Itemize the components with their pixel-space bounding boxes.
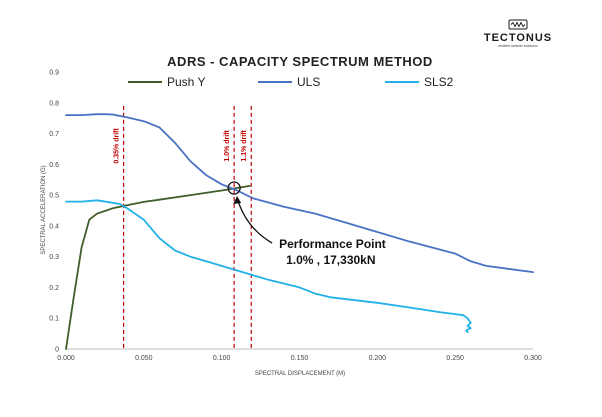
y-tick-label: 0.1 [49,316,59,323]
x-tick-label: 0.000 [57,355,75,362]
y-tick-label: 0.3 [49,254,59,261]
performance-point: Performance Point 1.0% , 17,330kN [227,181,386,267]
drift-label: 0.35% drift [114,128,121,164]
series-line-sls2 [65,199,472,334]
y-tick-label: 0.9 [49,70,59,77]
chart-title: ADRS - CAPACITY SPECTRUM METHOD [167,54,433,69]
y-tick-label: 0 [55,347,59,354]
legend-label-sls2: SLS2 [424,75,454,89]
series-line-uls [65,113,534,274]
x-tick-label: 0.200 [369,355,387,362]
y-tick-label: 0.2 [49,285,59,292]
y-tick-label: 0.5 [49,193,59,200]
series-line-push-y [65,184,251,350]
legend: Push Y ULS SLS2 [128,75,454,89]
x-axis-ticks: 0.000 0.050 0.100 0.150 0.200 0.250 0.300 [57,355,542,362]
legend-label-uls: ULS [297,75,320,89]
performance-point-marker [227,181,241,195]
performance-point-value: 1.0% , 17,330kN [286,253,375,267]
x-tick-label: 0.150 [291,355,309,362]
x-tick-label: 0.300 [524,355,542,362]
drift-label: 1.0% drift [224,129,231,161]
performance-point-label: Performance Point [279,237,386,251]
drift-lines: 0.35% drift 1.0% drift 1.1% drift [114,105,252,349]
brand-tagline: resilient seismic solutions [498,44,538,48]
brand-name: TECTONUS [484,32,552,44]
y-tick-label: 0.4 [49,223,59,230]
performance-point-arrow [236,197,273,244]
x-tick-label: 0.250 [446,355,464,362]
drift-label: 1.1% drift [241,129,248,161]
y-axis-title: SPECTRAL ACCELERATION (G) [41,165,47,254]
y-tick-label: 0.7 [49,131,59,138]
series-layer [65,113,534,350]
x-axis-title: SPECTRAL DISPLACEMENT (M) [255,371,345,377]
y-tick-label: 0.8 [49,100,59,107]
arrow-head-icon [233,196,242,205]
x-tick-label: 0.050 [135,355,153,362]
y-tick-label: 0.6 [49,162,59,169]
legend-label-push-y: Push Y [167,75,205,89]
y-axis-ticks: 0 0.1 0.2 0.3 0.4 0.5 0.6 0.7 0.8 0.9 [49,70,59,354]
x-tick-label: 0.100 [213,355,231,362]
tectonus-logo-icon [508,19,528,30]
brand-logo: TECTONUS resilient seismic solutions [484,19,552,48]
